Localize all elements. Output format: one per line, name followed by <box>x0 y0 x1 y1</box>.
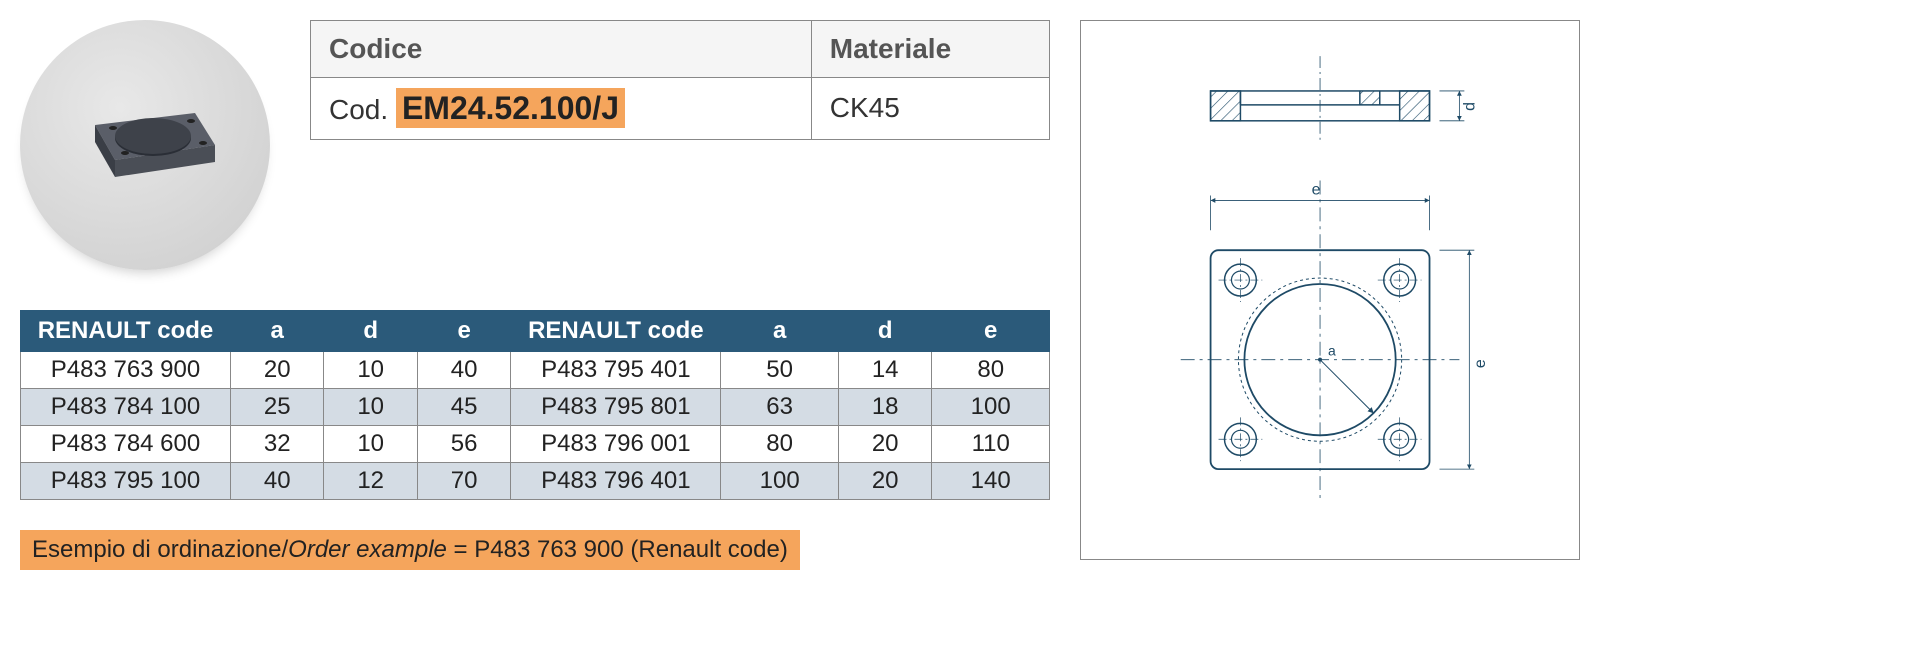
table-row: P483 784 100251045P483 795 8016318100 <box>21 389 1050 426</box>
code-value: EM24.52.100/J <box>396 88 625 128</box>
dim-e-right-label: e <box>1472 359 1489 368</box>
table-cell: 56 <box>417 426 510 463</box>
material-cell: CK45 <box>811 77 1049 139</box>
table-cell: 20 <box>838 463 931 500</box>
table-cell: 10 <box>324 352 417 389</box>
table-row: P483 763 900201040P483 795 401501480 <box>21 352 1050 389</box>
table-cell: 100 <box>932 389 1050 426</box>
table-cell: 25 <box>231 389 324 426</box>
col-header-5: a <box>721 311 839 352</box>
table-cell: 140 <box>932 463 1050 500</box>
table-cell: 50 <box>721 352 839 389</box>
table-cell: 80 <box>932 352 1050 389</box>
table-row: P483 784 600321056P483 796 0018020110 <box>21 426 1050 463</box>
top-view: e e a <box>1181 181 1490 499</box>
dimensions-table: RENAULT codeadeRENAULT codeade P483 763 … <box>20 310 1050 500</box>
product-image <box>20 20 270 270</box>
table-cell: 12 <box>324 463 417 500</box>
code-cell: Cod. EM24.52.100/J <box>311 77 812 139</box>
col-header-6: d <box>838 311 931 352</box>
table-cell: 18 <box>838 389 931 426</box>
table-cell: 20 <box>838 426 931 463</box>
table-cell: 100 <box>721 463 839 500</box>
plate-icon <box>65 95 225 195</box>
section-view: d <box>1211 56 1479 141</box>
table-cell: 70 <box>417 463 510 500</box>
table-cell: P483 795 401 <box>511 352 721 389</box>
order-label-en: Order example <box>288 536 447 563</box>
table-cell: 14 <box>838 352 931 389</box>
header-codice: Codice <box>311 21 812 78</box>
order-label-it: Esempio di ordinazione <box>32 536 281 563</box>
table-cell: P483 763 900 <box>21 352 231 389</box>
table-cell: P483 796 001 <box>511 426 721 463</box>
col-header-0: RENAULT code <box>21 311 231 352</box>
table-cell: P483 784 600 <box>21 426 231 463</box>
table-cell: 80 <box>721 426 839 463</box>
table-cell: 63 <box>721 389 839 426</box>
table-cell: 10 <box>324 426 417 463</box>
order-value: P483 763 900 (Renault code) <box>474 536 788 563</box>
col-header-3: e <box>417 311 510 352</box>
header-materiale: Materiale <box>811 21 1049 78</box>
col-header-2: d <box>324 311 417 352</box>
table-cell: P483 795 801 <box>511 389 721 426</box>
table-cell: 10 <box>324 389 417 426</box>
table-cell: 40 <box>417 352 510 389</box>
table-row: P483 795 100401270P483 796 40110020140 <box>21 463 1050 500</box>
table-cell: P483 796 401 <box>511 463 721 500</box>
technical-drawing-panel: d e e <box>1080 20 1580 560</box>
dim-d-label: d <box>1461 102 1478 111</box>
order-example: Esempio di ordinazione/Order example = P… <box>20 530 800 570</box>
technical-drawing: d e e <box>1121 51 1539 529</box>
table-cell: 110 <box>932 426 1050 463</box>
code-material-table: Codice Materiale Cod. EM24.52.100/J CK45 <box>310 20 1050 140</box>
table-cell: 45 <box>417 389 510 426</box>
dim-e-top-label: e <box>1312 181 1321 198</box>
table-cell: 20 <box>231 352 324 389</box>
table-cell: P483 795 100 <box>21 463 231 500</box>
col-header-4: RENAULT code <box>511 311 721 352</box>
code-prefix: Cod. <box>329 94 388 125</box>
col-header-1: a <box>231 311 324 352</box>
table-cell: 32 <box>231 426 324 463</box>
dim-a-label: a <box>1328 343 1336 359</box>
col-header-7: e <box>932 311 1050 352</box>
table-cell: P483 784 100 <box>21 389 231 426</box>
table-cell: 40 <box>231 463 324 500</box>
